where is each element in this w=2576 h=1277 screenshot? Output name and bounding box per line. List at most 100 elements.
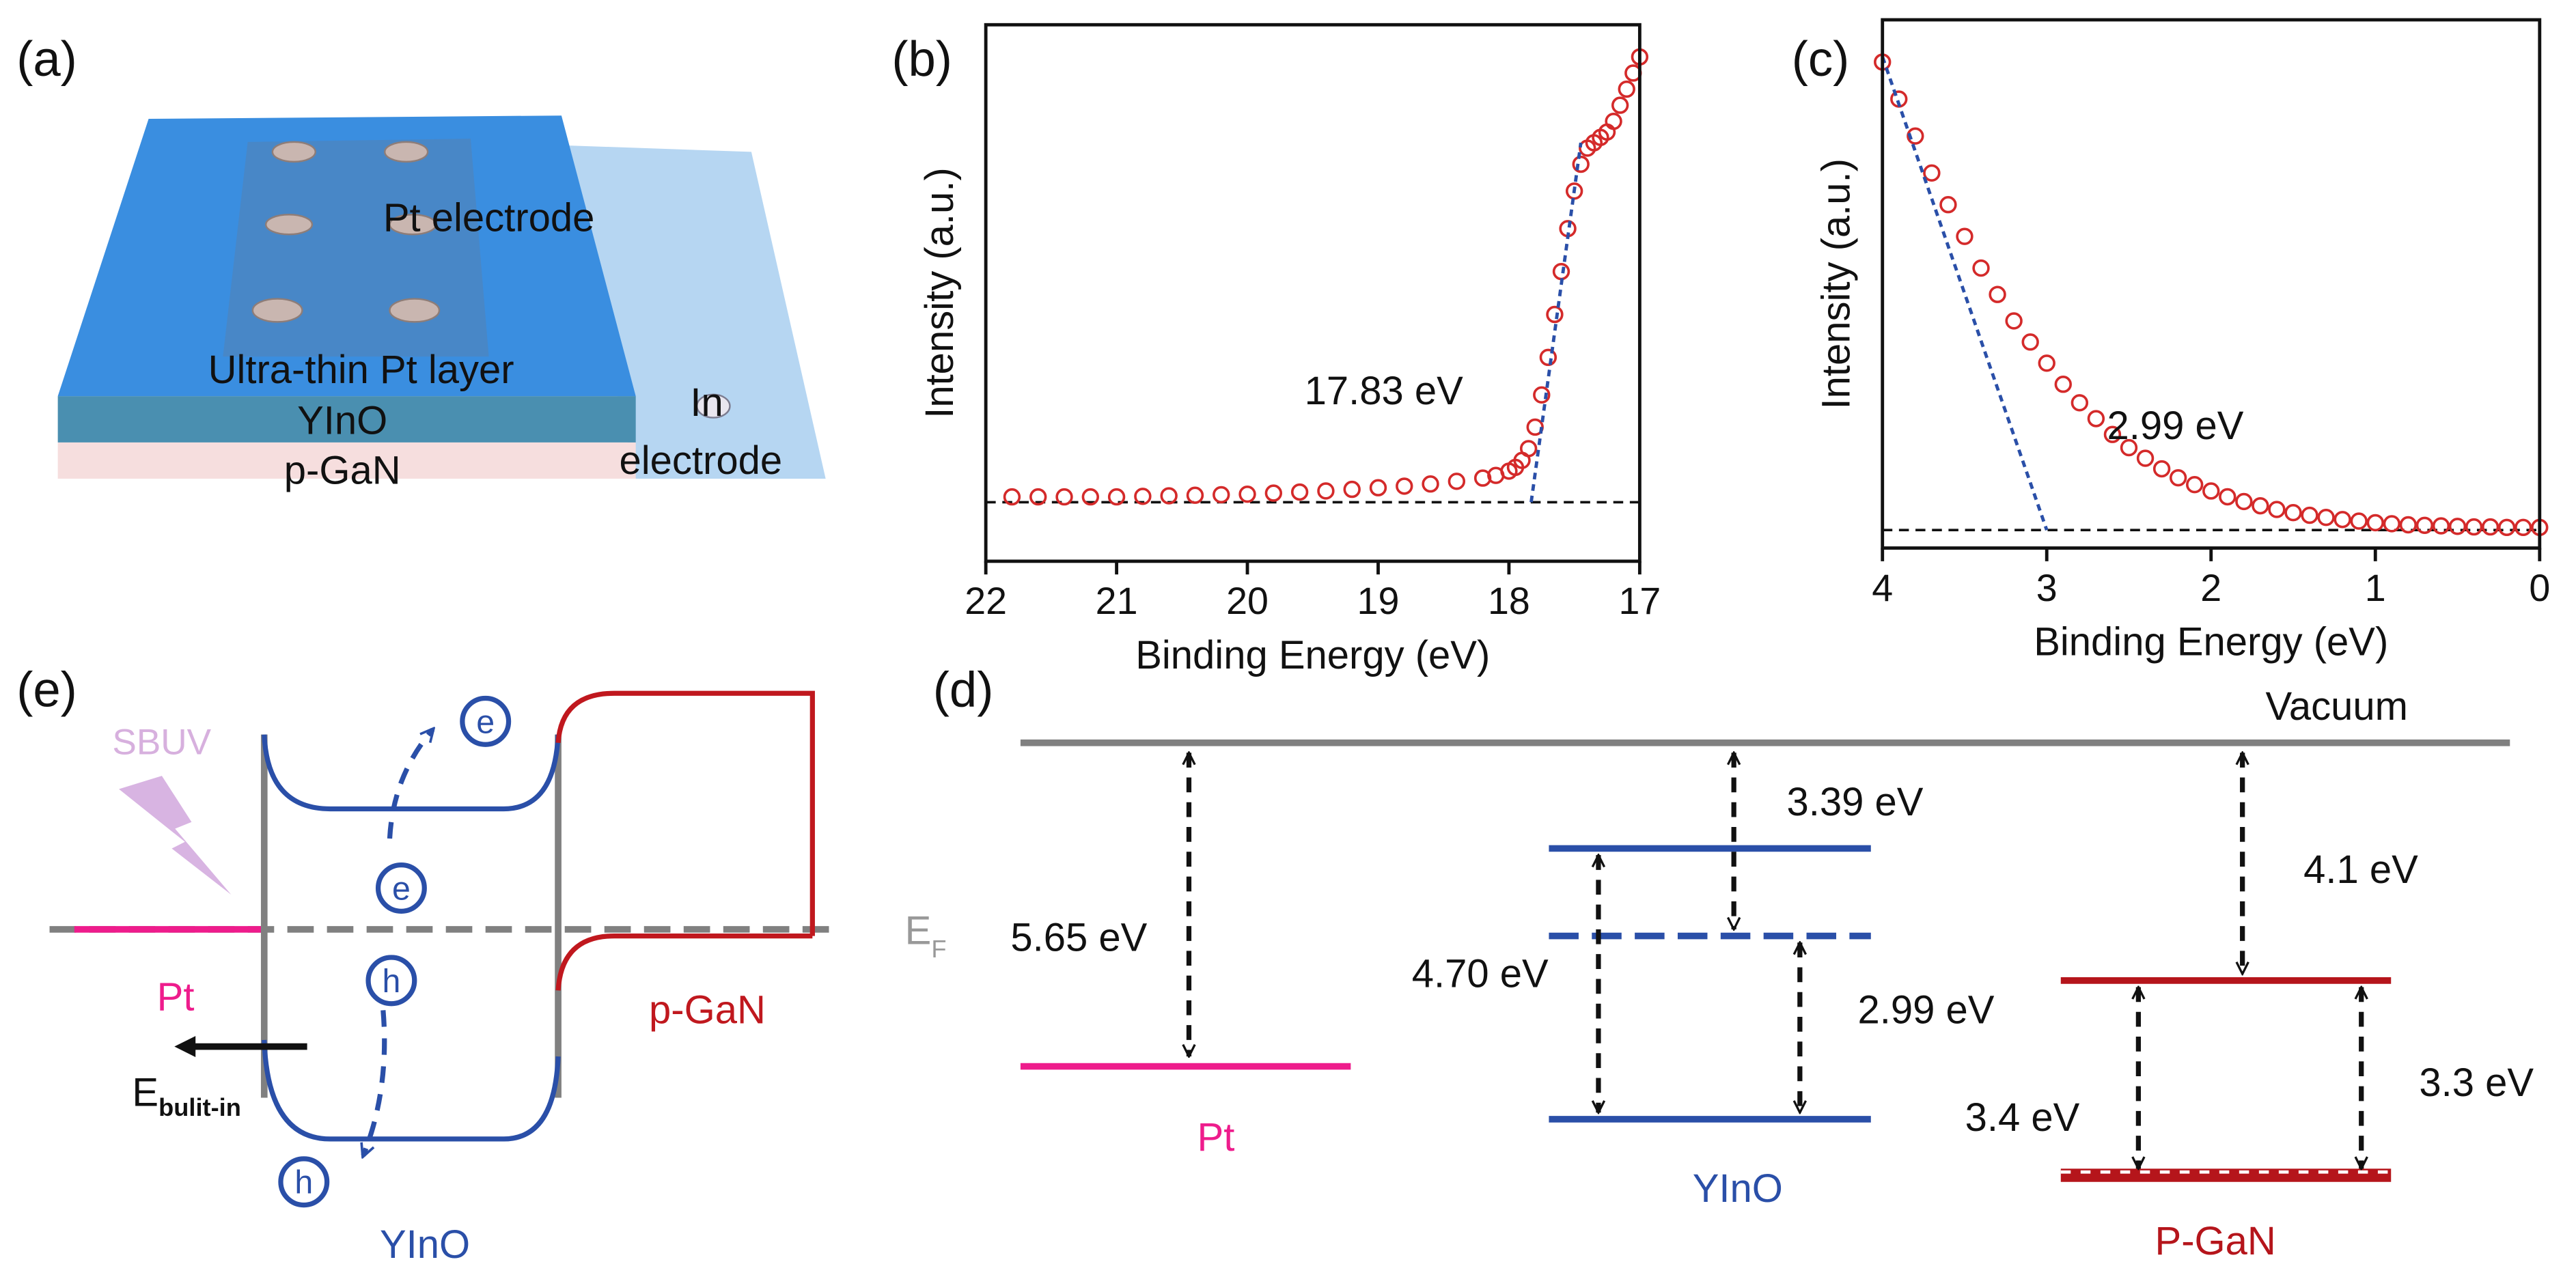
data-point bbox=[1972, 259, 1990, 277]
data-point bbox=[1956, 227, 1973, 245]
x-tick-label: 3 bbox=[2036, 567, 2058, 609]
data-point bbox=[1533, 386, 1551, 404]
label: electrode bbox=[620, 438, 783, 483]
data-point bbox=[1519, 440, 1538, 458]
y-axis-label: Intensity (a.u.) bbox=[917, 167, 962, 418]
yino-top bbox=[57, 115, 636, 397]
label: Ebulit-in bbox=[132, 1071, 240, 1122]
label: p-GaN bbox=[284, 448, 401, 492]
shape bbox=[389, 298, 441, 323]
data-point bbox=[2103, 425, 2122, 443]
carrier-label: h bbox=[294, 1164, 313, 1201]
label: F bbox=[931, 935, 946, 963]
data-point bbox=[2481, 518, 2499, 536]
data-point bbox=[1290, 483, 1309, 501]
data-point bbox=[1618, 80, 1635, 98]
label: 3.39 eV bbox=[1787, 780, 1924, 824]
data-point bbox=[2054, 376, 2072, 393]
x-tick-label: 21 bbox=[1096, 580, 1138, 622]
conduction-band bbox=[262, 734, 561, 812]
data-point bbox=[1572, 155, 1590, 173]
data-point bbox=[1605, 112, 1622, 130]
data-point bbox=[2284, 504, 2302, 522]
panel-e: (e) SBUV e e h h Pt p-GaN Ebulit-in YInO bbox=[16, 662, 842, 1267]
data-point bbox=[2152, 460, 2171, 478]
data-point bbox=[1448, 473, 1466, 490]
data-point bbox=[2515, 518, 2532, 537]
x-axis-label: Binding Energy (eV) bbox=[2034, 620, 2388, 664]
data-point bbox=[1213, 486, 1230, 504]
x-tick-label: 19 bbox=[1357, 580, 1400, 622]
data-point bbox=[1134, 488, 1152, 505]
data-point bbox=[1539, 348, 1557, 367]
shape bbox=[265, 214, 314, 236]
pt-electrodes bbox=[251, 141, 441, 323]
x-tick-label: 17 bbox=[1618, 580, 1661, 622]
shape bbox=[1189, 753, 2361, 1168]
x-tick-label: 18 bbox=[1488, 580, 1530, 622]
electron bbox=[375, 862, 427, 914]
data-point bbox=[2071, 394, 2089, 412]
hole bbox=[365, 955, 417, 1007]
label: SBUV bbox=[112, 722, 211, 763]
data-point bbox=[2005, 312, 2023, 330]
data-point bbox=[2087, 410, 2105, 427]
y-axis-label: Intensity (a.u.) bbox=[1814, 158, 1858, 409]
data-point bbox=[1055, 488, 1073, 506]
x-tick-label: 0 bbox=[2529, 567, 2550, 609]
label: In bbox=[690, 380, 723, 425]
panel-a: (a) Pt electrode Ultra-thin Pt layer YIn… bbox=[16, 31, 826, 492]
label: Pt bbox=[157, 974, 195, 1019]
electron bbox=[460, 695, 512, 747]
carrier-label: e bbox=[392, 870, 411, 907]
yino-face bbox=[57, 396, 636, 443]
pgan-band bbox=[555, 690, 815, 936]
data-point bbox=[1611, 96, 1629, 114]
data-point bbox=[1989, 285, 2006, 303]
shape bbox=[389, 214, 437, 236]
carrier-label: e bbox=[476, 703, 495, 740]
panel-label: (c) bbox=[1792, 31, 1850, 87]
label: p-GaN bbox=[649, 988, 766, 1033]
data-point bbox=[2432, 517, 2450, 535]
shape bbox=[384, 141, 429, 163]
chart: (c) 4 3 2 1 0 Binding Energy (eV) Intensity (a.… bbox=[1792, 18, 2550, 664]
label: YInO bbox=[1693, 1166, 1783, 1211]
label: Vacuum bbox=[2266, 684, 2408, 729]
label: YInO bbox=[297, 399, 387, 443]
plot-frame bbox=[984, 23, 1642, 563]
x-tick-label: 22 bbox=[965, 580, 1007, 622]
label: Pt bbox=[1197, 1115, 1235, 1160]
data-point bbox=[2038, 354, 2055, 372]
data-point bbox=[1369, 479, 1387, 496]
data-point bbox=[2252, 496, 2269, 515]
data-point bbox=[2317, 508, 2335, 527]
data-point bbox=[2448, 518, 2467, 535]
data-point bbox=[2268, 501, 2286, 518]
annotation: 2.99 eV bbox=[2107, 404, 2243, 448]
data-point bbox=[2120, 438, 2138, 457]
data-point bbox=[1081, 488, 1099, 506]
panel-d: (d) Vacuum EF 5.65 eV 3.39 eV 4.70 eV 2.… bbox=[905, 662, 2534, 1264]
pgan-band bbox=[555, 933, 813, 991]
label: 5.65 eV bbox=[1010, 915, 1147, 959]
data-point bbox=[2186, 476, 2204, 494]
data-point bbox=[1422, 475, 1439, 493]
data-point bbox=[1923, 164, 1941, 182]
x-tick-label: 20 bbox=[1226, 580, 1269, 622]
label: 3.4 eV bbox=[1965, 1095, 2080, 1140]
data-point bbox=[1107, 488, 1126, 506]
data-point bbox=[1343, 480, 1361, 499]
annotation: 17.83 eV bbox=[1305, 369, 1464, 413]
data-point bbox=[2366, 514, 2384, 532]
shape: 5.65 eV 3.39 eV 4.70 eV 2.99 eV 4.1 eV 3… bbox=[1010, 780, 2534, 1263]
plot-frame bbox=[1881, 18, 2542, 550]
data-point bbox=[1396, 477, 1413, 495]
x-tick-label: 4 bbox=[1872, 567, 1893, 609]
shape bbox=[278, 695, 512, 1208]
data-point bbox=[2465, 518, 2483, 536]
x-tick-label: 2 bbox=[2200, 567, 2221, 609]
data-point bbox=[2399, 516, 2418, 534]
carrier-label: h bbox=[382, 963, 400, 1000]
